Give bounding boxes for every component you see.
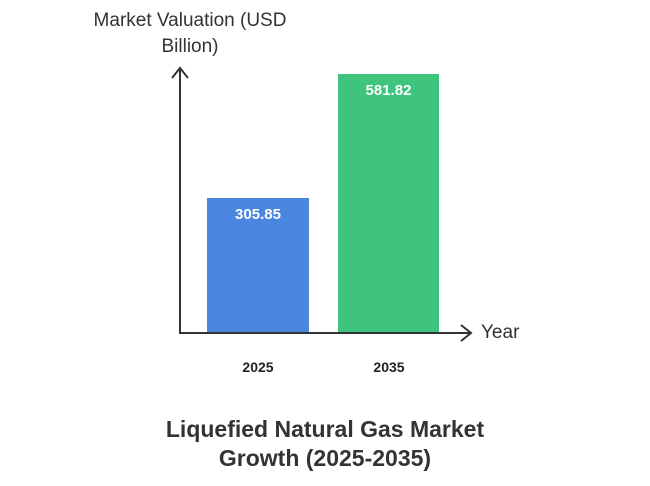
chart-title-line-1: Liquefied Natural Gas Market — [165, 416, 485, 442]
bar-2035: 581.82 — [338, 74, 439, 332]
x-axis-arrow-icon — [460, 324, 473, 342]
y-axis-label-line-2: Billion) — [161, 36, 219, 57]
y-axis-label-line-1: Market Valuation (USD — [93, 10, 287, 31]
x-tick-2035: 2035 — [373, 359, 405, 375]
chart-title-line-2: Growth (2025-2035) — [218, 445, 432, 471]
x-tick-2025: 2025 — [242, 359, 274, 375]
x-axis-label: Year — [481, 322, 520, 343]
y-axis-arrow-icon — [171, 66, 189, 79]
y-axis-label: Market Valuation (USD Billion) — [60, 8, 320, 60]
bar-2025: 305.85 — [207, 198, 309, 332]
bar-value-2035: 581.82 — [365, 82, 412, 99]
chart-title: Liquefied Natural Gas Market Growth (202… — [0, 415, 650, 473]
bar-value-2025: 305.85 — [235, 206, 281, 223]
